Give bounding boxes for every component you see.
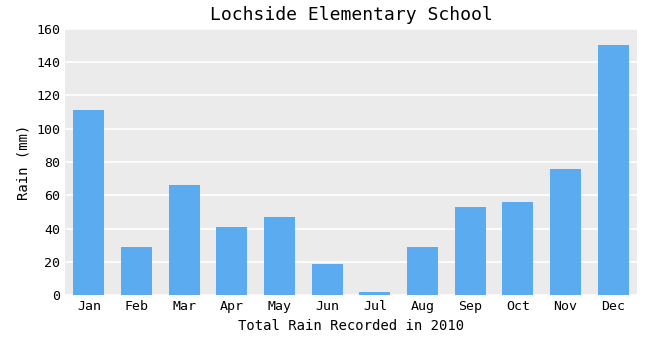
Bar <box>264 217 295 295</box>
Bar <box>407 247 438 295</box>
Bar <box>169 185 200 295</box>
Bar <box>359 292 390 295</box>
X-axis label: Total Rain Recorded in 2010: Total Rain Recorded in 2010 <box>238 319 464 333</box>
Bar <box>121 247 152 295</box>
Bar <box>598 45 629 295</box>
Bar <box>73 111 104 295</box>
Title: Lochside Elementary School: Lochside Elementary School <box>209 6 493 24</box>
Bar <box>216 227 247 295</box>
Bar <box>502 202 534 295</box>
Bar <box>550 168 581 295</box>
Bar <box>311 264 343 295</box>
Y-axis label: Rain (mm): Rain (mm) <box>17 124 31 200</box>
Bar <box>454 207 486 295</box>
